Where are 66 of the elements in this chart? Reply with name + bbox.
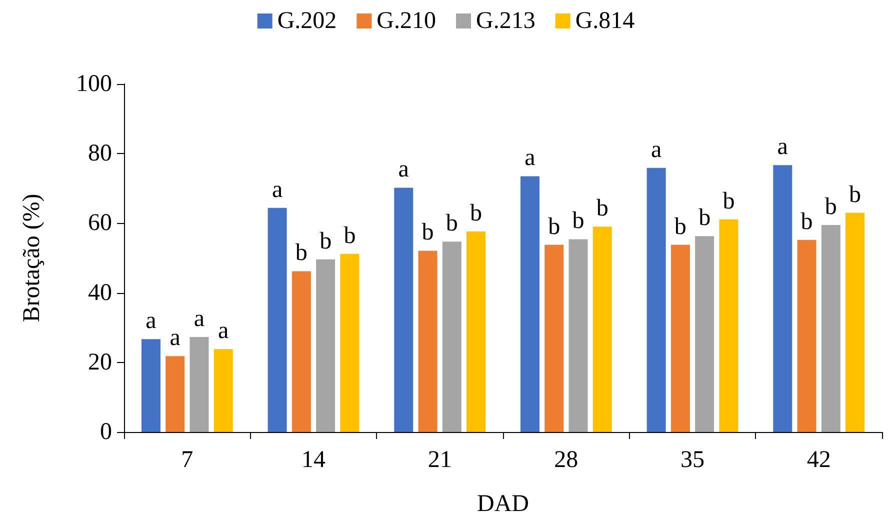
y-tick-label: 20 xyxy=(88,349,112,376)
data-label: b xyxy=(824,194,837,220)
x-tick-label: 35 xyxy=(680,447,704,473)
bar xyxy=(442,242,462,432)
data-label: b xyxy=(800,208,813,235)
legend-label: G.210 xyxy=(376,8,436,34)
data-label: a xyxy=(272,176,283,203)
bar xyxy=(340,254,360,432)
x-tick-label: 14 xyxy=(302,447,326,473)
data-label: b xyxy=(470,200,482,227)
data-label: a xyxy=(650,136,662,163)
data-label: b xyxy=(446,210,458,237)
data-label: b xyxy=(422,220,434,246)
legend-label: G.202 xyxy=(277,8,337,34)
data-label: b xyxy=(722,188,735,214)
bar xyxy=(166,356,185,432)
x-tick-label: 21 xyxy=(428,447,452,473)
data-label: b xyxy=(596,196,608,222)
bar xyxy=(773,165,792,432)
x-tick-label: 42 xyxy=(806,447,831,473)
data-label: b xyxy=(344,222,356,249)
bar xyxy=(520,176,540,432)
bar xyxy=(646,168,666,432)
y-axis-title: Brotação (%) xyxy=(19,194,45,322)
bar xyxy=(268,208,287,432)
x-axis-title: DAD xyxy=(477,491,529,517)
bar xyxy=(466,232,486,432)
data-label: b xyxy=(674,214,686,240)
data-label: b xyxy=(849,182,862,208)
bar xyxy=(418,250,438,432)
bar xyxy=(695,236,714,432)
data-label: a xyxy=(146,308,157,334)
bar xyxy=(592,226,612,432)
y-tick-label: 100 xyxy=(76,71,112,97)
y-tick-label: 40 xyxy=(88,280,112,306)
data-label: a xyxy=(194,306,205,332)
x-tick-label: 28 xyxy=(554,447,578,473)
data-label: b xyxy=(572,208,584,234)
data-label: b xyxy=(548,214,560,240)
bar xyxy=(316,259,336,432)
data-label: b xyxy=(698,205,711,232)
bar xyxy=(821,224,840,432)
bar xyxy=(670,244,690,432)
data-label: a xyxy=(524,145,536,172)
bar xyxy=(214,349,233,432)
bar xyxy=(568,239,588,432)
data-label: a xyxy=(170,325,181,352)
y-tick-label: 80 xyxy=(88,140,112,167)
bar xyxy=(544,244,564,432)
bar xyxy=(190,336,209,432)
data-label: a xyxy=(398,156,410,183)
x-tick-label: 7 xyxy=(181,447,194,473)
data-label: a xyxy=(218,318,230,344)
bar xyxy=(141,339,160,432)
legend-label: G.814 xyxy=(575,8,635,34)
bar xyxy=(846,212,865,432)
bar xyxy=(394,188,414,432)
y-tick-label: 0 xyxy=(100,419,112,445)
y-tick-label: 60 xyxy=(88,210,112,236)
bar xyxy=(292,271,311,432)
data-label: b xyxy=(295,240,308,266)
bar xyxy=(719,219,738,432)
data-label: a xyxy=(777,134,788,160)
data-label: b xyxy=(320,228,332,254)
bar xyxy=(797,240,816,432)
legend-label: G.213 xyxy=(476,8,536,34)
